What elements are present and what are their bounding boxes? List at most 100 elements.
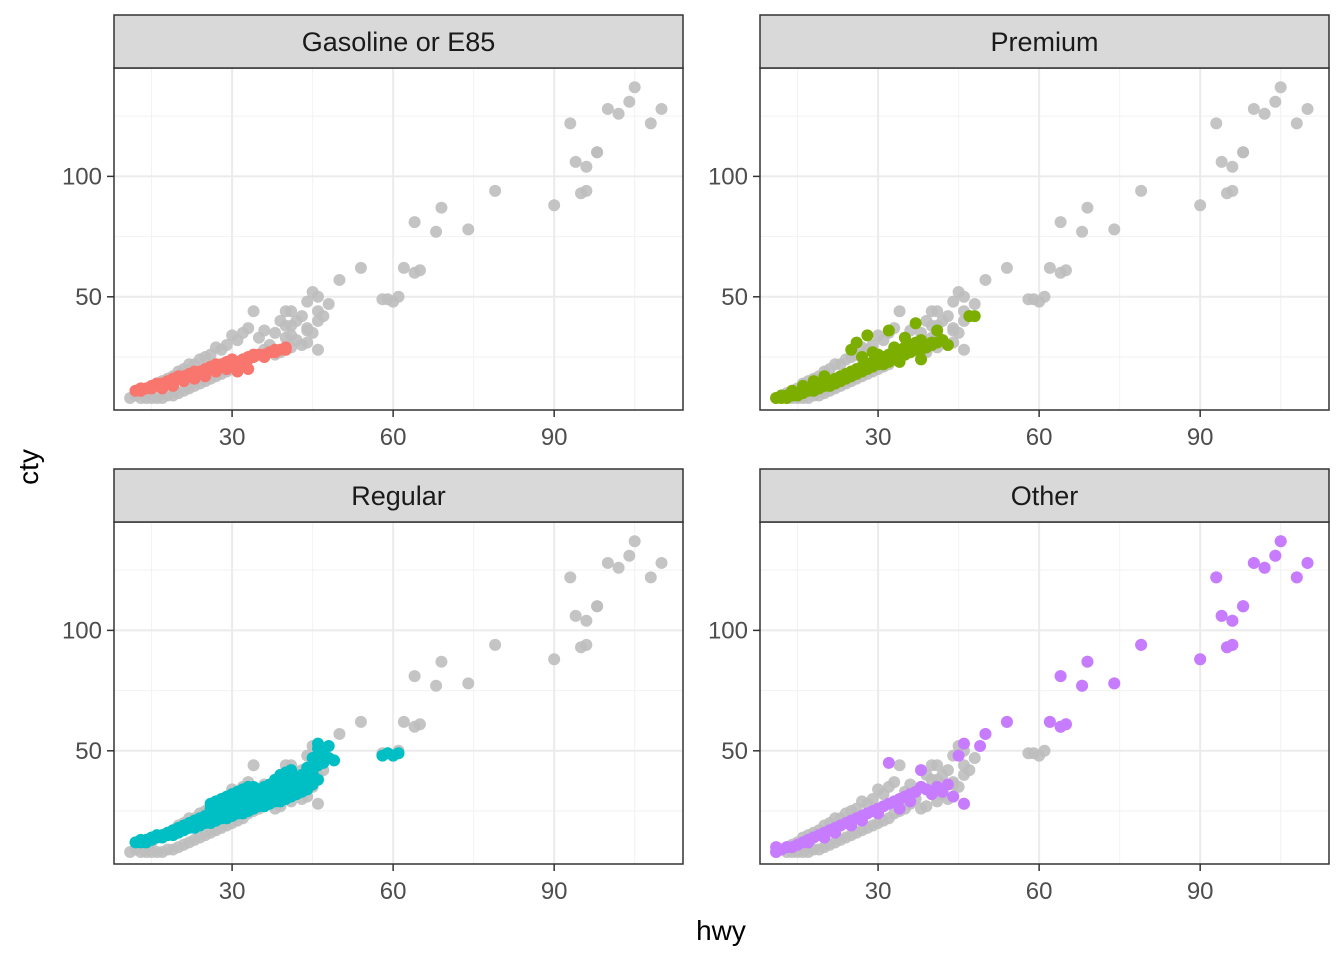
data-point [904, 795, 917, 808]
data-point [861, 329, 874, 342]
data-point [979, 727, 992, 740]
background-point [301, 295, 314, 308]
background-point [1237, 146, 1250, 159]
data-point [1226, 614, 1239, 627]
y-tick-label: 50 [721, 738, 748, 765]
data-point [156, 382, 169, 395]
data-point [974, 739, 987, 752]
x-tick-label: 90 [1187, 424, 1214, 451]
background-point [322, 298, 335, 311]
background-point [1221, 187, 1234, 200]
background-point [1022, 747, 1035, 760]
facet-title: Gasoline or E85 [302, 27, 496, 57]
background-point [1043, 261, 1056, 274]
y-tick-label: 100 [62, 163, 102, 190]
data-point [1258, 561, 1271, 574]
background-point [1076, 225, 1089, 238]
y-tick-label: 100 [708, 617, 748, 644]
background-point [311, 343, 324, 356]
background-point [252, 331, 265, 344]
data-point [209, 365, 222, 378]
background-point [435, 655, 448, 668]
x-tick-label: 30 [865, 424, 892, 451]
y-tick-label: 50 [75, 284, 102, 311]
x-tick-label: 30 [219, 424, 246, 451]
data-point [968, 310, 981, 323]
data-point [199, 370, 212, 383]
background-point [1038, 290, 1051, 303]
y-axis-label: cty [13, 449, 44, 485]
background-point [462, 677, 475, 690]
data-point [1269, 549, 1282, 562]
data-point [882, 756, 895, 769]
background-point [591, 600, 604, 613]
x-tick-label: 60 [1026, 878, 1053, 905]
background-point [311, 797, 324, 810]
data-point [1054, 670, 1067, 683]
background-point [968, 752, 981, 765]
data-point [952, 749, 965, 762]
background-point [1210, 117, 1223, 130]
data-point [866, 346, 879, 359]
background-point [489, 184, 502, 197]
background-point [601, 556, 614, 569]
data-point [1059, 718, 1072, 731]
background-point [408, 216, 421, 229]
background-point [1301, 102, 1314, 115]
data-point [893, 355, 906, 368]
background-point [1194, 199, 1207, 212]
data-point [242, 363, 255, 376]
background-point [1054, 216, 1067, 229]
background-point [580, 160, 593, 173]
background-point [1135, 184, 1148, 197]
background-point [957, 290, 970, 303]
background-point [333, 727, 346, 740]
background-point [963, 764, 976, 777]
data-point [786, 384, 799, 397]
background-point [413, 718, 426, 731]
facet-title: Regular [351, 481, 446, 511]
data-point [188, 372, 201, 385]
data-point [1108, 677, 1121, 690]
background-point [655, 102, 668, 115]
background-point [462, 223, 475, 236]
facet-title: Premium [990, 27, 1098, 57]
facet-strip [759, 14, 1330, 69]
data-point [322, 739, 335, 752]
background-point [397, 261, 410, 274]
background-point [1274, 81, 1287, 94]
background-point [408, 670, 421, 683]
data-point [770, 841, 783, 854]
background-point [591, 146, 604, 159]
background-point [1226, 160, 1239, 173]
background-point [376, 293, 389, 306]
background-point [893, 759, 906, 772]
data-point [915, 764, 928, 777]
background-point [564, 571, 577, 584]
background-point [430, 225, 443, 238]
background-point [920, 800, 933, 813]
data-point [872, 807, 885, 820]
data-point [915, 353, 928, 366]
data-point [279, 341, 292, 354]
x-tick-label: 90 [541, 424, 568, 451]
data-point [1076, 679, 1089, 692]
data-point [931, 780, 944, 793]
data-point [796, 379, 809, 392]
data-point [1135, 638, 1148, 651]
facet-title: Other [1011, 481, 1079, 511]
background-point [575, 641, 588, 654]
facet-strip [113, 14, 684, 69]
background-point [1258, 107, 1271, 120]
data-point [231, 365, 244, 378]
background-point [1081, 201, 1094, 214]
background-point [301, 322, 314, 335]
data-point [931, 324, 944, 337]
background-point [872, 329, 885, 342]
background-point [1215, 155, 1228, 168]
x-tick-label: 90 [541, 878, 568, 905]
background-point [269, 326, 282, 339]
background-point [644, 117, 657, 130]
background-point [1038, 744, 1051, 757]
